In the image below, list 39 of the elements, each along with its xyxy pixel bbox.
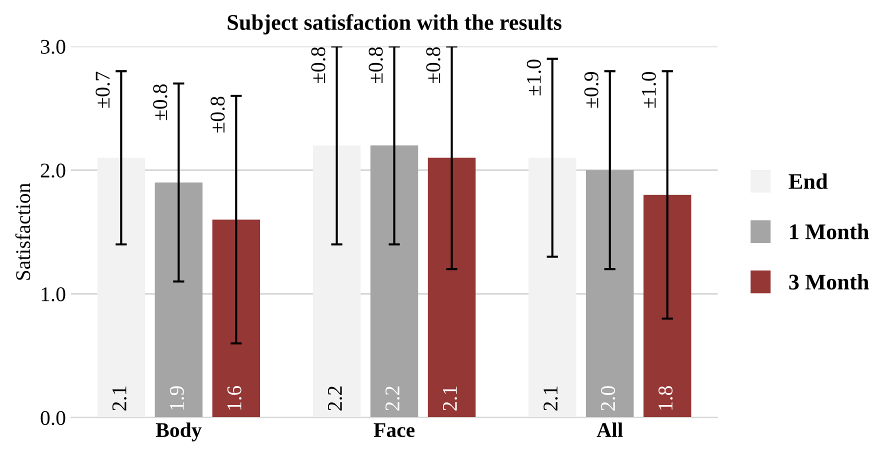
annotation: ±0.8 (368, 47, 383, 84)
data-label: 1.8 (658, 386, 673, 410)
bar (586, 170, 634, 418)
x-tick-label: Body (156, 422, 202, 442)
bar (370, 145, 418, 418)
bar (97, 158, 146, 418)
x-tick-label: Face (374, 423, 415, 438)
bar (643, 194, 692, 418)
annotation: ±0.8 (210, 96, 225, 133)
y-tick-label: 1.0 (42, 287, 66, 302)
bar (212, 220, 260, 418)
y-tick-label: 2.0 (40, 164, 66, 178)
legend-label: End (788, 173, 828, 190)
chart-title: Subject satisfaction with the results (228, 14, 562, 34)
annotation: ±0.9 (584, 72, 598, 108)
legend-label: 3 Month (789, 274, 869, 290)
data-label: 2.2 (328, 386, 342, 410)
y-axis-title: Satisfaction (15, 183, 30, 280)
data-label: 2.2 (385, 386, 400, 410)
data-label: 1.9 (170, 386, 184, 410)
annotation: ±1.0 (642, 72, 656, 108)
y-tick-label: 0.0 (40, 410, 66, 426)
bar (428, 158, 476, 418)
data-label: 1.6 (227, 386, 242, 410)
bar (154, 182, 203, 418)
data-label: 2.1 (442, 386, 458, 410)
annotation: ±0.7 (96, 72, 110, 108)
x-tick-label: All (596, 422, 623, 437)
annotation: ±0.8 (311, 47, 326, 84)
legend-label: 1 Month (790, 224, 869, 240)
bar (312, 145, 361, 418)
annotation: ±1.0 (526, 60, 541, 96)
data-label: 2.0 (601, 386, 616, 410)
y-tick-label: 3.0 (40, 40, 66, 54)
data-label: 2.1 (544, 386, 558, 410)
annotation: ±0.8 (426, 47, 440, 84)
bar (528, 158, 576, 418)
annotation: ±0.8 (153, 84, 168, 120)
data-label: 2.1 (112, 386, 126, 410)
